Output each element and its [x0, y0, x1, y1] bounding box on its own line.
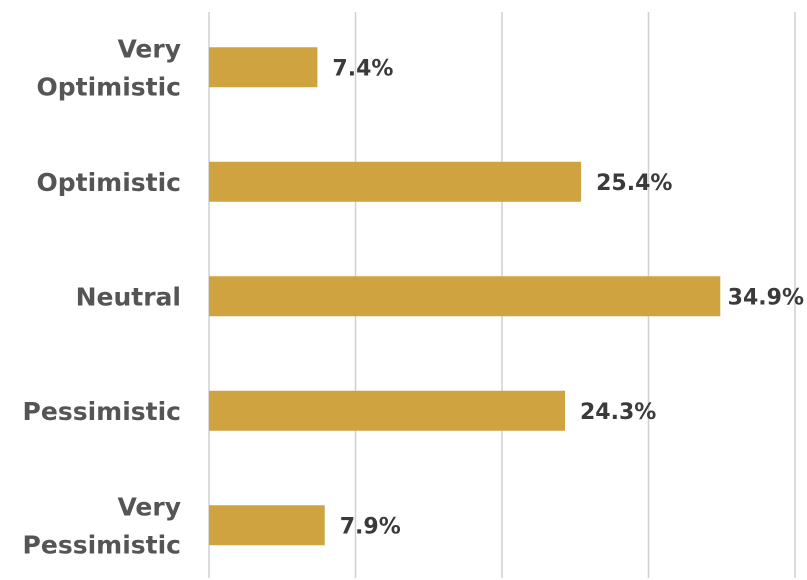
bars: [209, 47, 721, 546]
bar: [209, 161, 582, 202]
value-label: 7.9%: [340, 514, 401, 539]
value-label: 25.4%: [596, 171, 672, 196]
value-label: 7.4%: [332, 56, 393, 81]
bar: [209, 505, 325, 546]
value-label: 24.3%: [580, 400, 656, 425]
category-label: Very Optimistic: [36, 34, 181, 101]
bar: [209, 390, 565, 431]
bar: [209, 276, 721, 317]
category-label: Optimistic: [36, 168, 181, 197]
category-label: Very Pessimistic: [23, 492, 181, 559]
category-label: Pessimistic: [23, 397, 181, 426]
value-labels: 7.4% 25.4% 34.9% 24.3% 7.9%: [332, 56, 804, 539]
value-label: 34.9%: [728, 285, 804, 310]
category-label: Neutral: [76, 282, 181, 311]
category-labels: Very Optimistic Optimistic Neutral Pessimist…: [23, 34, 181, 559]
bar: [209, 47, 318, 88]
